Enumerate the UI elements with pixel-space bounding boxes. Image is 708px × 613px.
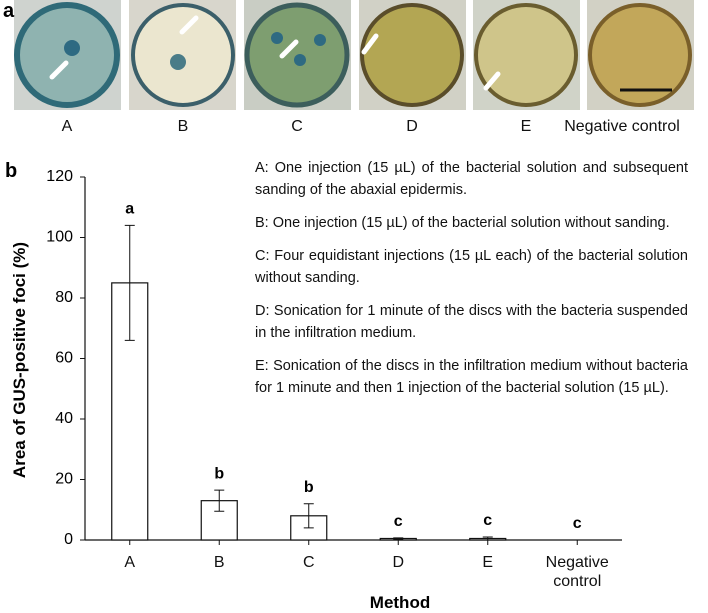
legend-note: A: One injection (15 µL) of the bacteria…: [255, 160, 688, 198]
y-tick-label: 100: [46, 229, 73, 246]
x-tick-label: E: [482, 554, 494, 571]
photo-caption: E: [520, 118, 532, 135]
photo-caption: A: [61, 118, 73, 135]
y-axis-label: Area of GUS-positive foci (%): [10, 241, 29, 479]
y-tick-label: 20: [55, 471, 73, 488]
x-axis-label: Method: [369, 593, 431, 612]
y-tick-label: 80: [55, 289, 73, 306]
significance-letter: c: [483, 512, 492, 529]
x-tick-label: D: [392, 554, 405, 571]
photo-caption: D: [406, 118, 418, 135]
x-tick-label: B: [213, 554, 225, 571]
photo-caption: C: [291, 118, 303, 135]
significance-letter: c: [573, 515, 582, 532]
x-tick-label: A: [124, 554, 136, 571]
significance-letter: c: [394, 513, 403, 530]
y-tick-label: 40: [55, 410, 73, 427]
significance-letter: b: [214, 465, 224, 482]
legend-note: C: Four equidistant injections (15 µL ea…: [255, 248, 688, 286]
significance-letter: a: [125, 201, 134, 218]
x-tick-label: C: [302, 554, 315, 571]
x-tick-label: Negative control: [545, 554, 609, 590]
photo-caption: B: [177, 118, 189, 135]
photo-caption: Negative control: [564, 118, 680, 135]
significance-letter: b: [304, 479, 314, 496]
error-bar: [482, 536, 493, 541]
y-tick-label: 0: [64, 531, 73, 548]
y-tick-label: 120: [46, 168, 73, 185]
panel-label: a: [3, 0, 15, 22]
panel-label: b: [5, 160, 18, 182]
legend-note: E: Sonication of the discs in the infilt…: [255, 358, 688, 396]
legend-note: B: One injection (15 µL) of the bacteria…: [255, 215, 670, 231]
legend-notes: A: One injection (15 µL) of the bacteria…: [255, 157, 688, 410]
error-bar: [303, 503, 314, 529]
error-bar: [214, 489, 225, 512]
error-bar: [124, 224, 135, 341]
legend-note: D: Sonication for 1 minute of the discs …: [255, 303, 688, 341]
y-tick-label: 60: [55, 350, 73, 367]
error-bar: [393, 537, 404, 540]
photo-strip: [14, 0, 694, 110]
